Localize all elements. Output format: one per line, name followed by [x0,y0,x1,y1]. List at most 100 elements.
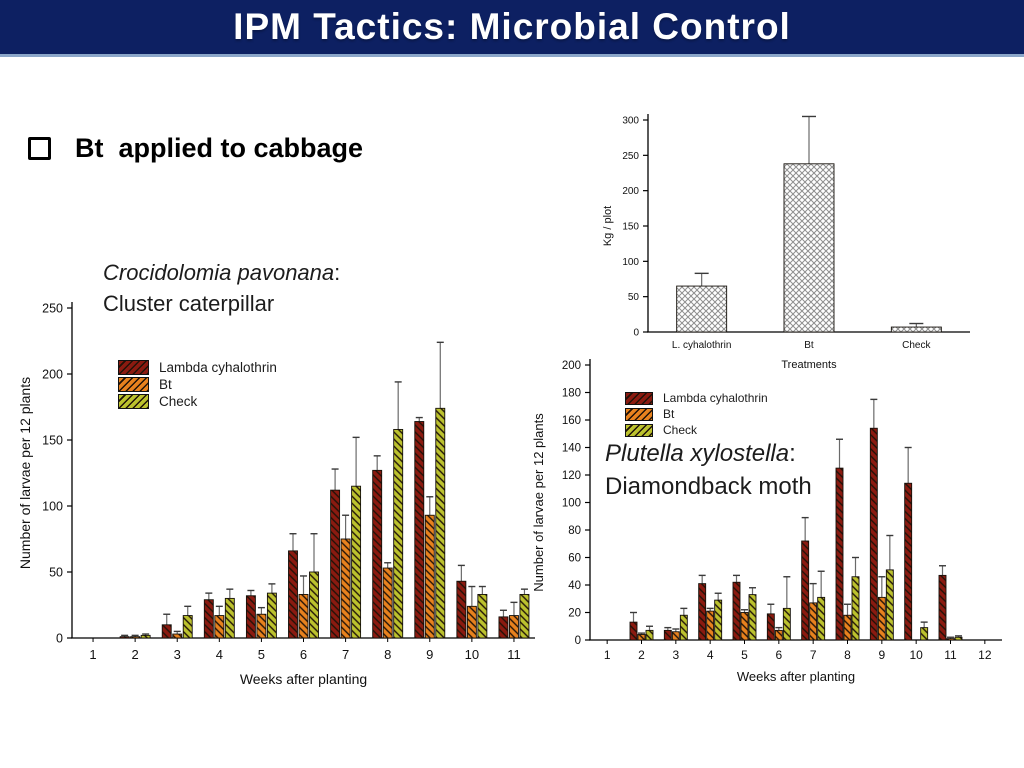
y-tick-label: 250 [42,301,63,315]
x-tick-label: 11 [507,647,521,662]
cluster-species-name: Crocidolomia pavonana [103,260,335,285]
legend-label: Lambda cyhalothrin [159,360,277,375]
y-tick-label: 300 [622,116,639,127]
x-tick-label: 3 [672,648,679,662]
x-tick-label: 4 [707,648,714,662]
y-tick-label: 150 [42,433,63,447]
title-colon: : [334,260,341,285]
bar [393,428,404,639]
bar [706,610,715,641]
legend-label: Check [159,394,198,409]
bar [509,615,519,639]
slide-title: IPM Tactics: Microbial Control [233,6,791,47]
bullet-row: Bt applied to cabbage [28,133,363,164]
bar [519,593,530,639]
bar [809,602,818,641]
y-tick-label: 50 [628,292,640,303]
yield-chart: 0 50 100 150 200 250 300 Kg / plot L. cyhalothri… [595,98,1015,378]
legend-label: Bt [159,377,172,392]
bar [172,633,183,639]
x-tick-label: 1 [604,648,611,662]
legend-label: Check [663,423,698,437]
bar [851,576,860,641]
bar [119,636,130,639]
bar [456,580,467,639]
x-tick-label: 4 [216,647,223,662]
cluster-caterpillar-chart: 0 50 100 150 200 250 Number of larvae per 12 p… [10,290,555,702]
y-axis-label: Kg / plot [602,206,614,246]
x-tick-label: 2 [638,648,645,662]
y-tick-label: 200 [622,186,639,197]
bar [203,599,214,639]
bar [885,569,894,641]
x-tick-label: 10 [909,648,923,662]
y-tick-label: 80 [568,525,581,537]
legend-item-lambda: Lambda cyhalothrin [625,391,768,405]
bar [782,607,791,641]
bar [214,615,225,639]
bar [330,489,341,639]
dbm-species-name: Plutella xylostella [605,440,790,467]
legend-label: Lambda cyhalothrin [663,391,768,405]
slide-title-bar: IPM Tactics: Microbial Control [0,0,1024,57]
diamondback-moth-chart: 0 20 40 60 80 100 120 140 160 180 200 Number of lar… [530,350,1024,710]
bar [298,593,309,639]
bar [671,631,680,641]
bar [714,599,723,641]
bar [340,538,351,639]
y-tick-label: 40 [568,580,581,592]
x-tick-label: 11 [944,648,957,662]
y-tick-label: 140 [562,443,581,455]
x-tick-label: 1 [89,647,96,662]
x-tick-label: L. cyhalothrin [672,340,731,351]
bar [843,614,852,641]
legend-item-check: Check [625,423,768,437]
bar [783,163,835,333]
bar [256,613,267,639]
bar [801,540,810,641]
x-tick-label: 9 [878,648,885,662]
x-tick-label: 8 [844,648,851,662]
bar [629,621,638,641]
bar [424,514,435,639]
y-tick-label: 200 [42,367,63,381]
y-tick-label: 20 [568,608,581,620]
bar [817,596,826,641]
bar [698,583,707,641]
bar [372,469,383,639]
bar [938,574,947,641]
diamondback-moth-plot: 0 20 40 60 80 100 120 140 160 180 200 Number of lar… [531,359,1002,684]
bar [224,597,235,639]
x-tick-label: 5 [258,647,265,662]
bar [288,550,298,639]
legend-item-bt: Bt [118,377,277,392]
bar [774,629,783,641]
y-tick-label: 160 [562,415,581,427]
x-tick-label: 10 [465,647,479,662]
bar [835,467,844,641]
bar [140,634,151,639]
bar [679,614,688,641]
bt-swatch-icon [625,407,653,421]
bar [637,634,646,641]
x-tick-label: 7 [810,648,817,662]
x-axis-label: Treatments [781,359,837,371]
y-tick-label: 0 [633,328,639,339]
bar [869,427,878,641]
cluster-common-name: Cluster caterpillar [103,291,275,316]
y-tick-label: 250 [622,151,639,162]
bar [954,636,963,641]
bullet-text: Bt applied to cabbage [75,133,364,163]
y-axis-label: Number of larvae per 12 plants [17,377,33,569]
y-tick-label: 150 [622,222,639,233]
y-tick-label: 60 [568,553,581,565]
bar [904,482,913,641]
legend-item-lambda: Lambda cyhalothrin [118,360,277,375]
y-tick-label: 100 [622,257,639,268]
bar [161,624,172,639]
x-tick-label: 2 [132,647,139,662]
dbm-chart-legend: Lambda cyhalothrin Bt Check [625,391,768,439]
bar [645,629,654,641]
bar [466,605,477,639]
bar [498,616,509,639]
